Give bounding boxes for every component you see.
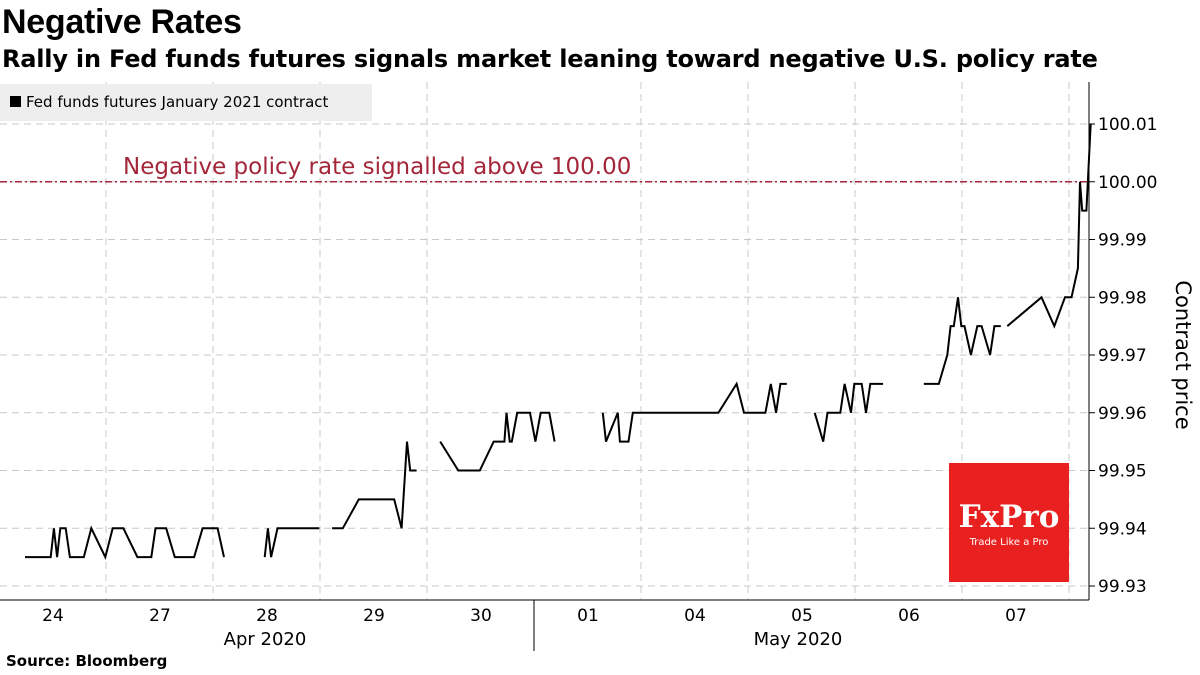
series-line-segment bbox=[813, 382, 884, 442]
x-tick-label: 07 bbox=[1005, 606, 1027, 626]
x-tick-label: 01 bbox=[577, 606, 599, 626]
x-tick-label: 24 bbox=[42, 606, 64, 626]
y-tick-label: 100.01 bbox=[1098, 115, 1157, 135]
logo-background bbox=[949, 463, 1069, 582]
chart-subtitle: Rally in Fed funds futures signals marke… bbox=[2, 45, 1098, 73]
logo-tagline: Trade Like a Pro bbox=[969, 537, 1049, 548]
legend: Fed funds futures January 2021 contract bbox=[0, 84, 372, 121]
axes: 99.93 99.94 99.95 99.96 99.97 99.98 99.99 100.0… bbox=[0, 82, 1195, 651]
reference-line-group: Negative policy rate signalled above 100… bbox=[0, 154, 1089, 183]
y-tick-label: 99.93 bbox=[1098, 577, 1147, 597]
reference-line-label: Negative policy rate signalled above 100… bbox=[123, 154, 631, 180]
series-line-segment bbox=[601, 381, 787, 443]
x-tick-label: 27 bbox=[149, 606, 171, 626]
y-tick-label: 100.00 bbox=[1098, 173, 1157, 193]
logo-wordmark: FxPro bbox=[959, 499, 1060, 535]
series-line-segment bbox=[332, 441, 417, 530]
legend-box bbox=[0, 84, 372, 121]
y-tick-label: 99.98 bbox=[1098, 288, 1147, 308]
x-tick-label: 28 bbox=[256, 606, 278, 626]
x-tick-label: 05 bbox=[791, 606, 813, 626]
series-line-segment bbox=[25, 525, 225, 560]
series-line-segment bbox=[1006, 123, 1092, 329]
fxpro-logo: FxPro Trade Like a Pro bbox=[949, 463, 1069, 582]
series-lines bbox=[25, 123, 1092, 560]
series-line-segment bbox=[263, 527, 320, 558]
legend-swatch bbox=[10, 96, 21, 107]
series-line-segment bbox=[439, 411, 556, 472]
y-tick-label: 99.99 bbox=[1098, 231, 1147, 251]
source-note: Source: Bloomberg bbox=[6, 652, 168, 670]
x-tick-label: 30 bbox=[470, 606, 492, 626]
legend-entry: Fed funds futures January 2021 contract bbox=[26, 93, 329, 111]
y-tick-label: 99.96 bbox=[1098, 404, 1147, 424]
y-tick-label: 99.95 bbox=[1098, 462, 1147, 482]
x-month-label: Apr 2020 bbox=[224, 629, 307, 650]
chart-title: Negative Rates bbox=[2, 3, 242, 41]
x-tick-label: 06 bbox=[898, 606, 920, 626]
x-month-label: May 2020 bbox=[754, 629, 843, 650]
series-line-segment bbox=[923, 297, 1001, 385]
y-tick-label: 99.97 bbox=[1098, 346, 1147, 366]
x-tick-label: 04 bbox=[684, 606, 706, 626]
y-tick-label: 99.94 bbox=[1098, 519, 1147, 539]
y-axis-title: Contract price bbox=[1171, 280, 1195, 429]
x-tick-label: 29 bbox=[363, 606, 385, 626]
